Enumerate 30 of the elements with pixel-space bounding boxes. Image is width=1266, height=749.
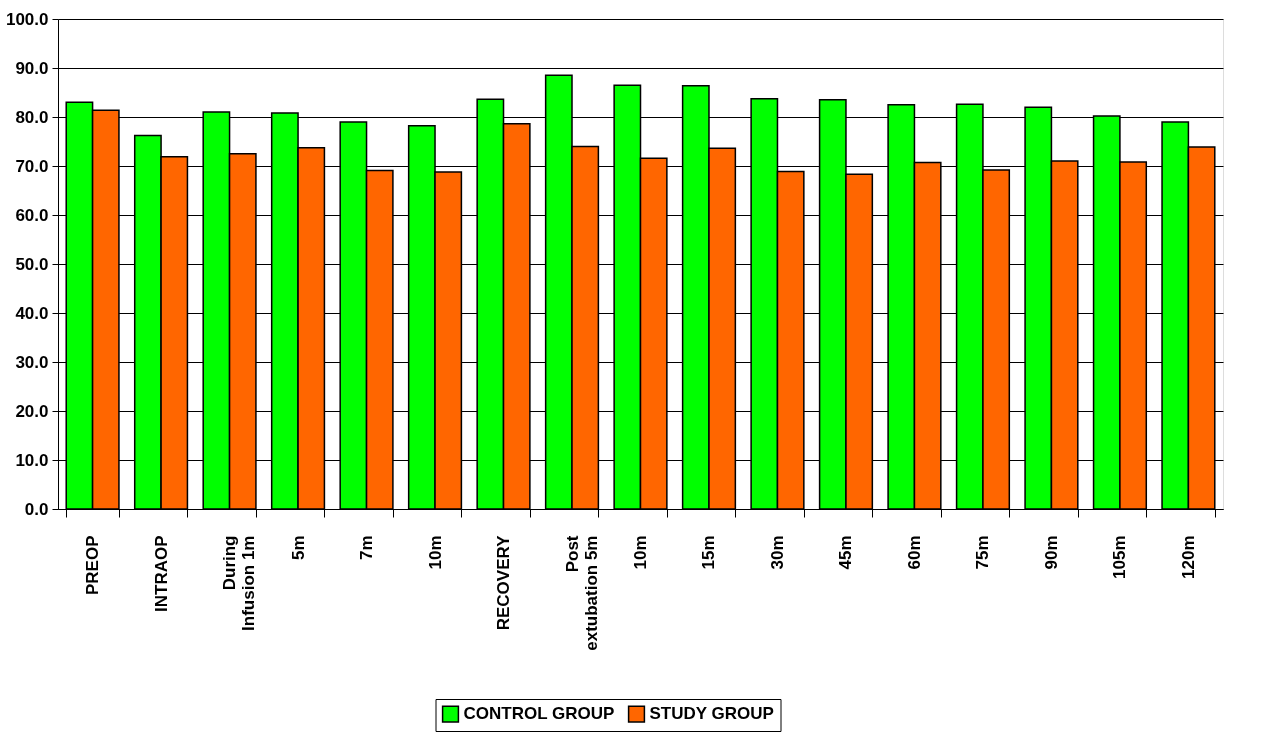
y-tick-label: 40.0 xyxy=(15,303,49,323)
y-tick-label: 70.0 xyxy=(15,156,49,176)
x-tick-label: 60m xyxy=(904,535,924,570)
y-tick-label: 50.0 xyxy=(15,254,49,274)
x-tick-label: Post extubation 5m xyxy=(562,535,601,651)
y-tick-label: 0.0 xyxy=(24,499,49,519)
y-tick-label: 80.0 xyxy=(15,107,49,127)
x-tick-label: 75m xyxy=(973,535,993,570)
y-tick-label: 100.0 xyxy=(5,9,49,29)
x-tick-label: 5m xyxy=(288,535,308,561)
x-tick-label: INTRAOP xyxy=(151,535,171,612)
x-tick-label: 90m xyxy=(1041,535,1061,570)
x-tick-label: RECOVERY xyxy=(494,534,514,631)
y-tick-label: 30.0 xyxy=(15,352,49,372)
x-tick-label: During Infusion 1m xyxy=(220,535,259,631)
x-tick-label: PREOP xyxy=(83,535,103,596)
y-tick-label: 10.0 xyxy=(15,450,49,470)
x-tick-label: 30m xyxy=(767,535,787,570)
y-tick-label: 20.0 xyxy=(15,401,49,421)
x-tick-label: 7m xyxy=(357,535,377,561)
x-tick-label: 10m xyxy=(425,535,445,570)
legend-label: CONTROL GROUP xyxy=(463,704,615,724)
y-tick-label: 90.0 xyxy=(15,58,49,78)
legend-label: STUDY GROUP xyxy=(649,704,774,724)
y-tick-label: 60.0 xyxy=(15,205,49,225)
x-tick-label: 15m xyxy=(699,535,719,570)
x-tick-label: 10m xyxy=(631,535,650,570)
x-tick-label: 45m xyxy=(836,535,856,570)
x-tick-label: 105m xyxy=(1110,535,1130,579)
x-tick-label: 120m xyxy=(1178,535,1198,579)
